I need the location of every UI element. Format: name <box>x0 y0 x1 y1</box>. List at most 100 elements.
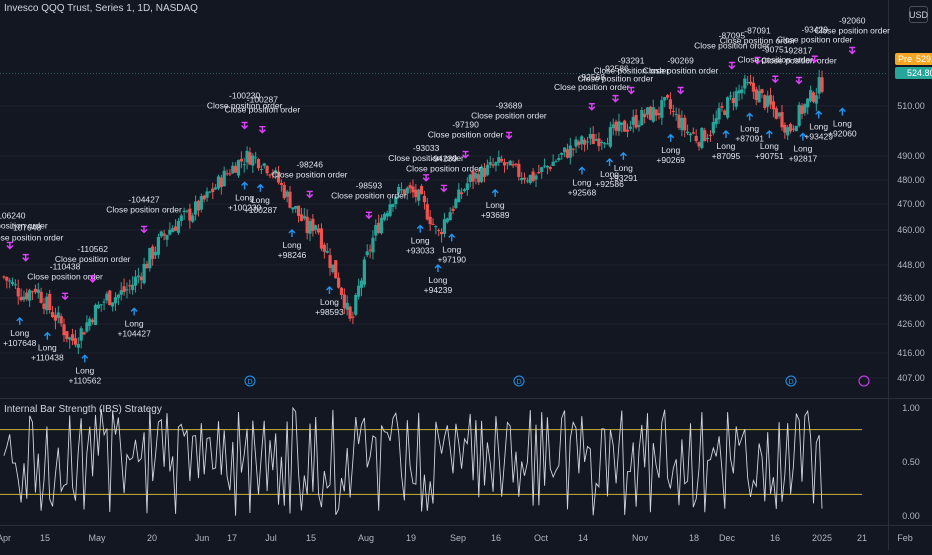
long-order-label: Long <box>717 141 736 151</box>
candle-body <box>542 165 547 167</box>
candle-body <box>33 288 38 293</box>
close-order-label: Close position order <box>593 66 669 76</box>
candle-body <box>760 89 764 94</box>
close-order-value: -100230 <box>229 91 260 101</box>
candle-body <box>737 90 741 94</box>
candle-body <box>168 229 172 235</box>
long-order-arrow <box>578 166 586 175</box>
candle-body <box>771 101 776 110</box>
close-order-label: Close position order <box>643 66 719 76</box>
candle-body <box>48 293 52 311</box>
close-order-label: Close position order <box>0 220 48 230</box>
candle-body <box>551 161 555 166</box>
price-axis: 510.00 490.00 480.00 470.00 460.00 448.00 436.… <box>897 101 925 383</box>
long-order-arrow <box>288 229 296 237</box>
long-order-arrow <box>799 132 807 141</box>
close-order-arrow <box>754 56 762 65</box>
long-order-label: Long <box>442 244 461 254</box>
close-order-label: Close position order <box>331 190 407 200</box>
candle-body <box>740 89 744 94</box>
close-order-value: -92586 <box>602 64 629 74</box>
price-tick-label: 470.00 <box>897 199 925 209</box>
long-order-value: +100230 <box>228 202 262 212</box>
candle-body <box>628 126 632 129</box>
candle-body <box>505 162 509 164</box>
time-tick-label: Jul <box>265 533 277 543</box>
time-tick-label: May <box>88 533 106 543</box>
oscillator-tick-label: 0.00 <box>902 511 920 521</box>
time-tick-label: 15 <box>306 533 316 543</box>
time-tick-label: Oct <box>534 533 549 543</box>
close-order-label: Close position order <box>777 34 853 44</box>
candle-body <box>514 163 518 165</box>
long-order-arrow <box>746 112 754 121</box>
candle-body <box>442 219 447 235</box>
close-order-value: -90751 <box>762 44 789 54</box>
candle-body <box>88 318 92 327</box>
candle-body <box>165 235 169 240</box>
long-order-value: +92586 <box>595 179 624 189</box>
candle-body <box>176 220 181 233</box>
candle-body <box>28 290 32 301</box>
long-order-label: Long <box>740 124 759 134</box>
candle-body <box>751 82 755 92</box>
candle-body <box>382 213 386 220</box>
candle-body <box>339 287 344 296</box>
candle-body <box>814 95 818 104</box>
candle-body <box>10 281 15 285</box>
candle-body <box>780 112 784 128</box>
long-order-label: Long <box>235 192 254 202</box>
candle-body <box>462 189 467 192</box>
orders-layer: Close position order-106240Close positio… <box>0 16 890 386</box>
long-order-label: Long <box>600 169 619 179</box>
candle-body <box>671 111 675 113</box>
candle-body <box>225 173 229 175</box>
long-order-label: Long <box>486 200 505 210</box>
candle-body <box>2 276 6 278</box>
candle-body <box>268 174 272 176</box>
candle-body <box>142 264 146 284</box>
oscillator-tick-label: 0.50 <box>902 457 920 467</box>
candle-body <box>431 223 435 225</box>
candle-body <box>93 304 98 326</box>
candle-body <box>79 328 83 341</box>
candle-body <box>91 319 95 323</box>
candle-body <box>59 316 63 324</box>
close-order-value: -90269 <box>667 56 694 66</box>
candle-body <box>577 141 581 145</box>
candle-body <box>685 131 690 134</box>
close-order-value: -106240 <box>0 210 26 220</box>
candle-body <box>437 230 441 232</box>
candle-body <box>786 127 790 136</box>
ibs-line <box>3 406 823 516</box>
time-tick-label: Jun <box>195 533 210 543</box>
candle-body <box>520 177 524 181</box>
long-order-label: Long <box>125 318 144 328</box>
candle-body <box>806 98 810 108</box>
oscillator-layer: 1.00 0.50 0.00 <box>0 403 920 521</box>
candle-body <box>136 275 140 278</box>
time-tick-label: 21 <box>857 533 867 543</box>
candle-body <box>397 187 401 194</box>
long-order-value: +87095 <box>712 151 741 161</box>
candle-body <box>766 95 770 107</box>
candle-body <box>788 124 793 132</box>
candle-body <box>640 109 644 126</box>
candle-body <box>637 124 641 127</box>
candle-body <box>125 289 129 291</box>
close-order-arrow <box>728 61 736 70</box>
candle-body <box>477 174 481 183</box>
candle-body <box>500 158 504 162</box>
candle-body <box>325 250 329 253</box>
long-order-label: Long <box>38 343 57 353</box>
long-order-value: +93291 <box>609 173 638 183</box>
long-order-label: Long <box>320 297 339 307</box>
long-order-arrow <box>130 307 138 316</box>
close-order-arrow <box>365 211 373 220</box>
candle-body <box>691 132 695 134</box>
long-order-label: Long <box>75 365 94 375</box>
candle-body <box>208 191 212 193</box>
currency-button[interactable]: USD <box>909 6 928 23</box>
candle-body <box>468 174 472 182</box>
